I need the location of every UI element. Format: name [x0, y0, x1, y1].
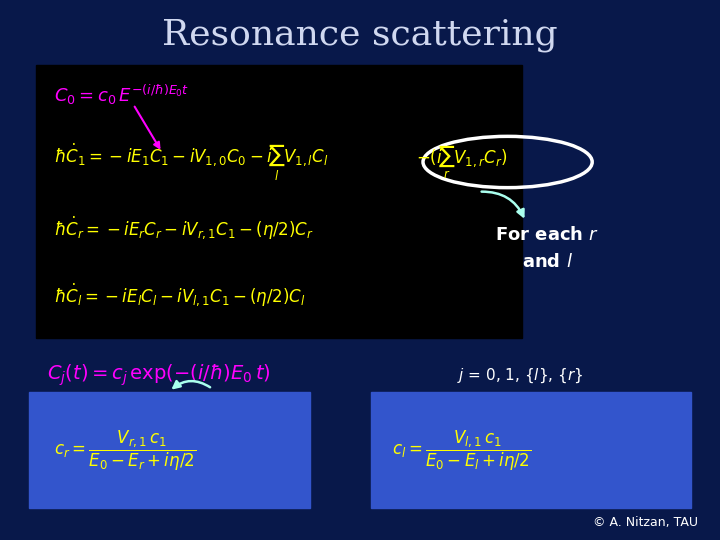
Text: $C_j(t) = c_j\,\exp\!\left(-(i/\hbar)E_0\,t\right)$: $C_j(t) = c_j\,\exp\!\left(-(i/\hbar)E_0… [47, 362, 271, 388]
Text: $j$ = 0, 1, {$l$}, {$r$}: $j$ = 0, 1, {$l$}, {$r$} [457, 366, 583, 384]
Text: $-(i\!\sum_r V_{1,r}C_r)$: $-(i\!\sum_r V_{1,r}C_r)$ [416, 143, 508, 181]
Text: © A. Nitzan, TAU: © A. Nitzan, TAU [593, 516, 698, 529]
Text: and $l$: and $l$ [522, 253, 572, 271]
FancyBboxPatch shape [29, 392, 310, 508]
Text: $c_r = \dfrac{V_{r,1}\,c_1}{E_0 - E_r + i\eta/2}$: $c_r = \dfrac{V_{r,1}\,c_1}{E_0 - E_r + … [54, 429, 197, 473]
Text: $\hbar\dot{C}_l = -iE_lC_l - iV_{l,1}C_1 - (\eta/2)C_l$: $\hbar\dot{C}_l = -iE_lC_l - iV_{l,1}C_1… [54, 281, 305, 308]
Text: $\hbar\dot{C}_r = -iE_rC_r - iV_{r,1}C_1 - (\eta/2)C_r$: $\hbar\dot{C}_r = -iE_rC_r - iV_{r,1}C_1… [54, 214, 314, 241]
FancyBboxPatch shape [36, 65, 522, 338]
Text: For each $r$: For each $r$ [495, 226, 599, 244]
Text: Resonance scattering: Resonance scattering [162, 18, 558, 52]
Text: $c_l = \dfrac{V_{l,1}\,c_1}{E_0 - E_l + i\eta/2}$: $c_l = \dfrac{V_{l,1}\,c_1}{E_0 - E_l + … [392, 429, 532, 473]
FancyBboxPatch shape [371, 392, 691, 508]
Text: $C_0 = c_0\,E^{-(i/\hbar)E_0 t}$: $C_0 = c_0\,E^{-(i/\hbar)E_0 t}$ [54, 83, 189, 106]
Text: $\hbar\dot{C}_1 = -iE_1C_1 - iV_{1,0}C_0 - i\!\sum_l V_{1,l}C_l$: $\hbar\dot{C}_1 = -iE_1C_1 - iV_{1,0}C_0… [54, 141, 328, 183]
